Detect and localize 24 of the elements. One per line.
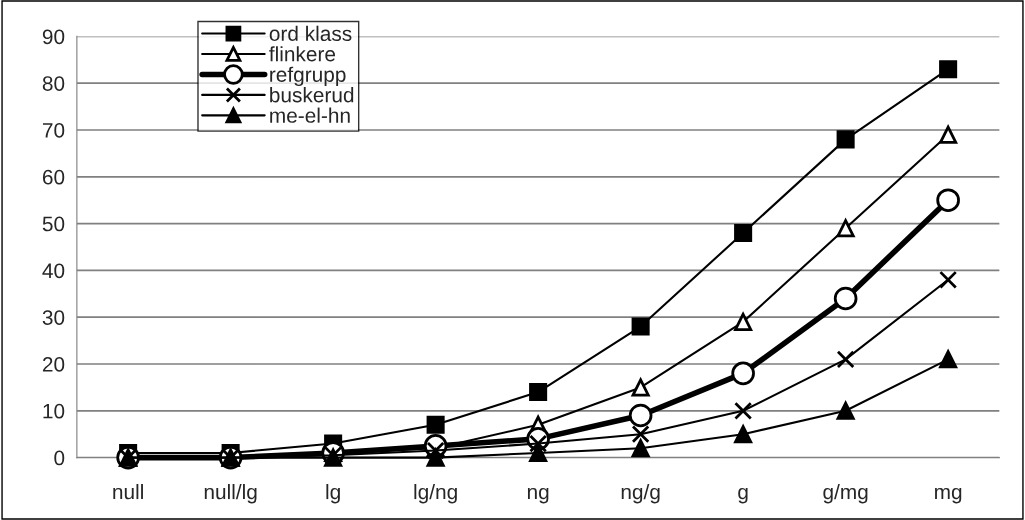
legend-label: ord klass <box>269 25 352 42</box>
legend-label: refgrupp <box>270 66 346 87</box>
y-tick-label: 20 <box>42 357 65 372</box>
x-tick-label: null <box>113 483 143 500</box>
legend-label: flinkere <box>269 46 336 62</box>
y-tick-label: 90 <box>42 29 65 45</box>
x-tick-label: null/lg <box>204 483 257 504</box>
y-tick-label: 30 <box>42 310 65 325</box>
y-tick-label: 80 <box>42 76 65 91</box>
y-tick-label: 10 <box>43 403 65 419</box>
x-tick-label: lg <box>326 483 340 504</box>
x-tick-label: g/mg <box>823 483 868 504</box>
y-tick-label: 70 <box>42 123 65 138</box>
y-tick-label: 60 <box>42 169 65 185</box>
y-tick-label: 50 <box>42 216 65 232</box>
x-tick-label: ng <box>527 487 549 504</box>
legend-label: me-el-hn <box>270 107 350 123</box>
y-tick-label: 40 <box>42 263 65 279</box>
x-tick-label: g <box>738 487 748 504</box>
y-tick-label: 0 <box>54 450 65 466</box>
legend-label: buskerud <box>270 87 354 103</box>
x-tick-label: ng/g <box>621 483 660 504</box>
x-tick-label: mg <box>935 487 962 504</box>
x-tick-label: lg/ng <box>414 483 457 504</box>
